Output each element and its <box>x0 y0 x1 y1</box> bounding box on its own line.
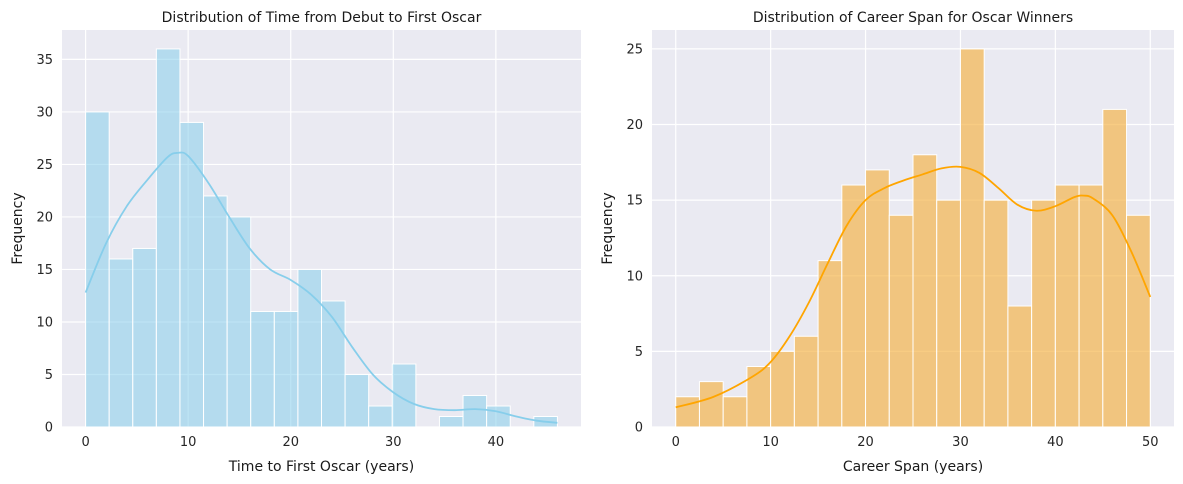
y-axis-label: Frequency <box>10 192 26 264</box>
histogram-bar <box>793 335 819 428</box>
histogram-bar <box>85 111 110 428</box>
y-tick-label: 35 <box>36 53 53 68</box>
y-tick-label: 20 <box>36 210 53 225</box>
x-axis-label: Time to First Oscar (years) <box>228 459 414 475</box>
histogram-bar <box>1031 199 1056 428</box>
histogram-bar <box>675 396 700 428</box>
histogram-bar <box>912 154 938 428</box>
histogram-bar <box>746 366 772 428</box>
x-tick-label: 20 <box>857 435 874 450</box>
histogram-bar <box>179 121 205 428</box>
x-axis-label: Career Span (years) <box>843 459 983 475</box>
y-tick-label: 25 <box>36 158 53 173</box>
histogram-bar <box>865 169 890 428</box>
histogram-bar <box>722 396 748 428</box>
chart-panel-2: 0 10 20 30 40 50 0 5 10 15 20 25 Distribution of Car… <box>600 10 1174 475</box>
x-tick-label: 10 <box>762 435 779 450</box>
y-tick-label: 30 <box>36 105 53 120</box>
histogram-bar <box>888 214 914 428</box>
y-tick-label: 10 <box>626 269 643 284</box>
histogram-bar <box>226 216 252 428</box>
x-tick-label: 10 <box>180 435 197 450</box>
chart-title: Distribution of Time from Debut to First… <box>162 10 482 26</box>
x-tick-label: 30 <box>385 435 402 450</box>
x-tick-label: 0 <box>81 435 89 450</box>
kde-curve <box>84 151 558 424</box>
histogram-bar <box>1007 305 1033 428</box>
histogram-bar <box>1054 184 1080 428</box>
y-tick-label: 0 <box>635 421 643 436</box>
x-tick-label: 0 <box>672 435 680 450</box>
histogram-bar <box>273 310 299 428</box>
histogram-bar <box>841 184 867 428</box>
histogram-bar <box>438 415 464 428</box>
histogram-bar <box>698 381 724 428</box>
kde-curve <box>675 165 1152 409</box>
y-tick-label: 5 <box>45 368 53 383</box>
histogram-bar <box>462 394 488 428</box>
histogram-bar <box>368 405 393 428</box>
histogram-bar <box>132 247 157 428</box>
histogram-bar <box>250 310 275 428</box>
histogram-bar <box>1126 214 1151 428</box>
y-tick-label: 15 <box>36 263 53 278</box>
histogram-bar <box>1078 184 1104 428</box>
histogram-bar <box>108 258 134 428</box>
y-tick-label: 0 <box>45 421 53 436</box>
chart-title: Distribution of Career Span for Oscar Wi… <box>753 10 1073 26</box>
histogram-bar <box>817 260 843 428</box>
y-tick-label: 20 <box>626 118 643 133</box>
x-tick-label: 20 <box>282 435 299 450</box>
histogram-bar <box>936 199 961 428</box>
histogram-bar <box>391 363 417 428</box>
histogram-bar <box>344 373 370 428</box>
histogram-bar <box>983 199 1009 428</box>
histogram-bar <box>1102 108 1128 428</box>
histogram-bar <box>959 48 985 428</box>
histogram-bar <box>770 350 795 428</box>
x-tick-label: 30 <box>952 435 969 450</box>
x-tick-label: 40 <box>488 435 505 450</box>
chart-panel-1: 0 10 20 30 40 0 5 10 15 20 25 30 35 Distribution of T… <box>10 10 581 475</box>
histogram-bar <box>486 405 511 428</box>
y-axis-label: Frequency <box>600 192 616 264</box>
x-tick-label: 50 <box>1142 435 1159 450</box>
y-tick-label: 25 <box>626 42 643 57</box>
histogram-bar <box>155 48 181 428</box>
y-tick-label: 10 <box>36 315 53 330</box>
x-tick-label: 40 <box>1047 435 1064 450</box>
y-tick-label: 5 <box>635 345 643 360</box>
histogram-bar <box>321 300 346 428</box>
y-tick-label: 15 <box>626 194 643 209</box>
histogram-bar <box>203 195 228 428</box>
